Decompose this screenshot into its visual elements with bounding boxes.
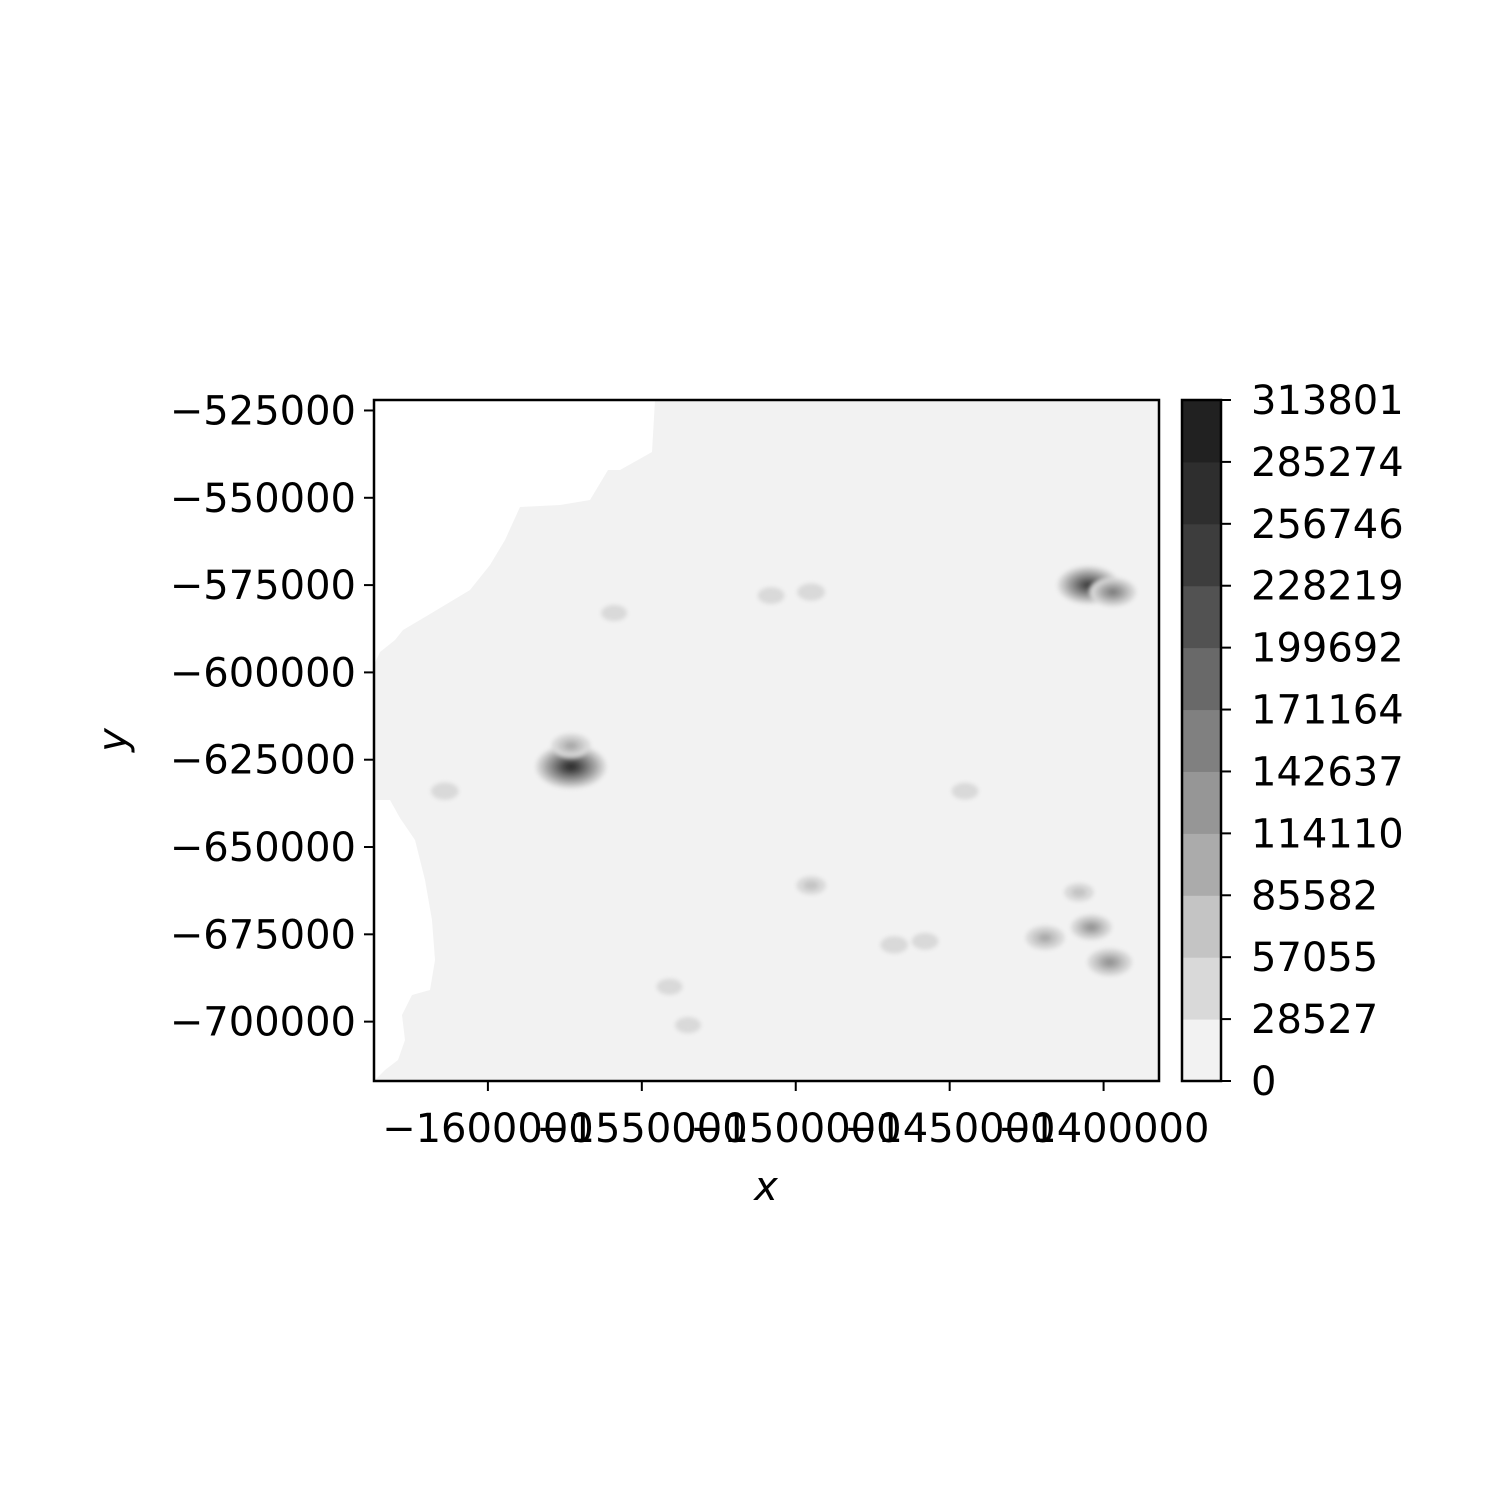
colorbar-tick-label: 114110 [1251, 811, 1404, 857]
x-axis: −1600000−1550000−1500000−1450000−1400000 [382, 1081, 1209, 1152]
hotspot [656, 978, 683, 995]
contour-band [564, 741, 578, 750]
colorbar-band [1182, 771, 1221, 834]
y-tick-label: −675000 [170, 912, 356, 958]
hotspot [880, 936, 909, 954]
contour-band [880, 936, 909, 954]
colorbar-tick-label: 0 [1251, 1059, 1276, 1105]
hotspot [1025, 925, 1065, 950]
hotspot [601, 605, 628, 622]
colorbar-tick-label: 57055 [1251, 935, 1378, 981]
hotspot [911, 933, 939, 950]
x-axis-label: x [752, 1164, 778, 1210]
contour-band [911, 933, 939, 950]
colorbar-tick-label: 228219 [1251, 564, 1404, 610]
contour-band [1084, 582, 1093, 588]
colorbar-band [1182, 585, 1221, 649]
contour-band [1104, 958, 1116, 966]
hotspot-layer [430, 566, 1136, 1034]
y-tick-label: −575000 [170, 563, 356, 609]
contour-band [951, 782, 979, 800]
colorbar-tick-label: 285274 [1251, 440, 1404, 486]
contour-band [1108, 589, 1118, 595]
y-tick-label: −700000 [170, 1000, 356, 1046]
colorbar-tick-label: 313801 [1251, 378, 1404, 424]
hotspot [1089, 577, 1136, 607]
plot-area [374, 400, 1159, 1081]
colorbar-band [1182, 461, 1221, 525]
hotspot [430, 782, 459, 800]
x-tick-label: −1450000 [844, 1106, 1056, 1152]
contour-band [567, 764, 575, 770]
plot-frame [372, 398, 1161, 1083]
x-tick-label: −1500000 [690, 1106, 902, 1152]
contour-band [757, 587, 785, 604]
hotspot [796, 876, 826, 895]
hotspot [551, 733, 591, 758]
contour-band [675, 1017, 701, 1034]
colorbar-band [1182, 647, 1221, 711]
x-tick-label: −1600000 [382, 1106, 594, 1152]
colorbar-band [1182, 833, 1221, 896]
hotspot [675, 1017, 701, 1034]
no-data-region-west [374, 400, 655, 665]
colorbar-tick-label: 85582 [1251, 873, 1378, 919]
hotspot [757, 587, 785, 604]
colorbar-band [1182, 523, 1221, 587]
y-axis: −525000 −550000 −575000 −600000 −625000 −6500… [170, 388, 374, 1046]
x-tick-label: −1550000 [536, 1106, 748, 1152]
y-tick-label: −600000 [170, 650, 356, 696]
no-data-region-southwest [374, 800, 435, 1081]
y-axis-label: y [90, 727, 136, 753]
colorbar-tick-label: 28527 [1251, 997, 1378, 1043]
hotspot [1064, 883, 1094, 902]
hotspot [535, 744, 607, 789]
colorbar-band [1182, 400, 1221, 463]
colorbar-band [1182, 709, 1221, 772]
colorbar-band [1182, 1019, 1221, 1082]
contour-band [1038, 933, 1052, 942]
hotspot [1070, 914, 1112, 940]
hotspot [1087, 948, 1132, 977]
contour-band [430, 782, 459, 800]
y-tick-label: −550000 [170, 476, 356, 522]
x-tick-label: −1400000 [998, 1106, 1210, 1152]
colorbar-band [1182, 895, 1221, 958]
hotspot [951, 782, 979, 800]
colorbar: 0 28527 57055 85582 114110 142637 171164 199692… [1180, 378, 1404, 1105]
y-tick-label: −650000 [170, 825, 356, 871]
colorbar-tick-label: 171164 [1251, 688, 1404, 734]
colorbar-band [1182, 957, 1221, 1020]
contour-band [797, 583, 825, 601]
contour-band [1071, 887, 1087, 897]
y-tick-label: −525000 [170, 388, 356, 434]
colorbar-tick-label: 256746 [1251, 502, 1404, 548]
y-tick-label: −625000 [170, 738, 356, 784]
colorbar-frame [1180, 398, 1223, 1083]
contour-band [656, 978, 683, 995]
hotspot [797, 583, 825, 601]
contour-band [1086, 924, 1097, 931]
contour-band [601, 605, 628, 622]
colorbar-tick-label: 199692 [1251, 626, 1404, 672]
colorbar-tick-label: 142637 [1251, 749, 1404, 795]
contour-band [803, 880, 819, 891]
